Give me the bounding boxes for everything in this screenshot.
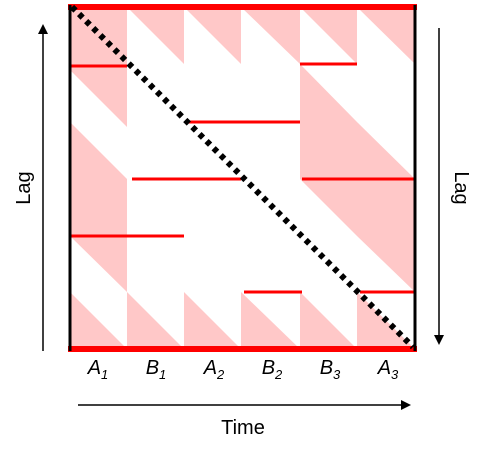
time-axis-label: Time bbox=[221, 417, 265, 439]
diagonal-dotted-line bbox=[69, 4, 416, 350]
band-a1-upper bbox=[70, 70, 127, 179]
band-a3 bbox=[357, 7, 415, 179]
band-a1-lower bbox=[70, 236, 127, 349]
right-axis-label: Lag bbox=[450, 171, 472, 204]
segment-labels: A1 B1 A2 B2 B3 A3 bbox=[87, 357, 399, 382]
left-axis-label: Lag bbox=[13, 171, 35, 204]
segment-label: B3 bbox=[320, 357, 341, 382]
segment-label: B2 bbox=[262, 357, 283, 382]
band-b2 bbox=[241, 7, 300, 349]
segment-label: A1 bbox=[87, 357, 109, 382]
segment-label: B1 bbox=[146, 357, 167, 382]
red-markers bbox=[68, 4, 417, 352]
segment-label: A3 bbox=[377, 357, 399, 382]
segment-label: A2 bbox=[203, 357, 225, 382]
